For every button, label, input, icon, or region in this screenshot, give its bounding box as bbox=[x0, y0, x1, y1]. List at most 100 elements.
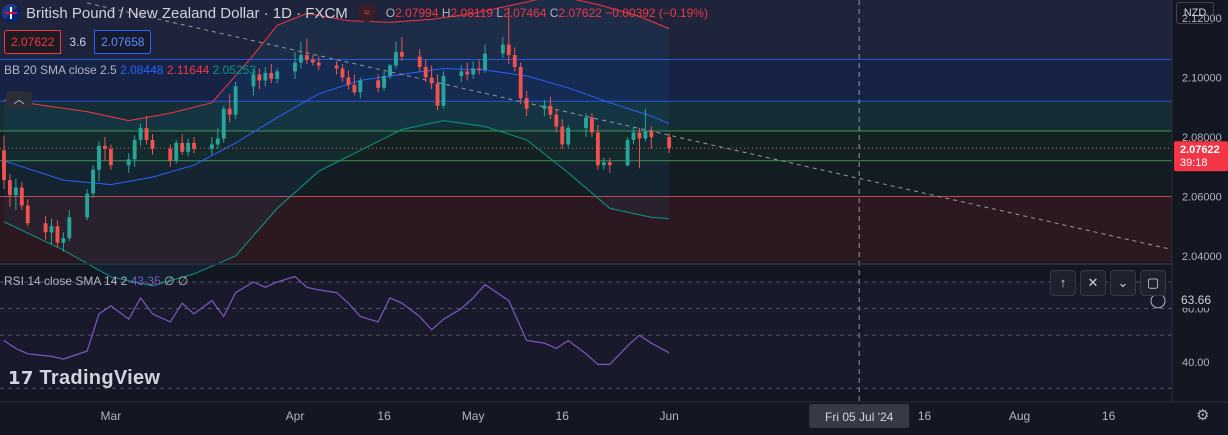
rsi-legend[interactable]: RSI 14 close SMA 14 2 43.35 ∅ ∅ bbox=[4, 274, 188, 288]
candle-body bbox=[275, 71, 280, 79]
trade-box: 2.07622 3.6 2.07658 bbox=[4, 30, 152, 54]
candle-body bbox=[186, 142, 191, 152]
maximize-pane-button[interactable]: ▢ bbox=[1140, 270, 1166, 296]
close-icon: ✕ bbox=[1087, 275, 1099, 290]
candle-body bbox=[304, 55, 309, 60]
header-bar: British Pound / New Zealand Dollar · 1D … bbox=[0, 0, 708, 26]
candle-body bbox=[542, 105, 547, 109]
candle-body bbox=[43, 223, 48, 233]
trendline bbox=[87, 2, 1169, 250]
time-axis-label: 16 bbox=[918, 409, 932, 423]
spread-value: 3.6 bbox=[69, 35, 87, 49]
rsi-name: RSI 14 close SMA 14 2 bbox=[4, 274, 128, 288]
rsi-current-bg bbox=[1174, 289, 1228, 308]
candle-body bbox=[376, 80, 381, 88]
price-axis-label: 2.10000 bbox=[1182, 72, 1222, 84]
candle-body bbox=[358, 80, 363, 93]
move-pane-up-button[interactable]: ↑ bbox=[1050, 270, 1076, 296]
collapse-pane-button[interactable]: ⌄ bbox=[1110, 270, 1136, 296]
bb-basis-value: 2.08448 bbox=[120, 63, 164, 77]
candle-body bbox=[518, 66, 523, 99]
candle-body bbox=[429, 77, 434, 84]
time-axis-label: Aug bbox=[1009, 409, 1030, 423]
candle-body bbox=[299, 55, 303, 63]
currency-selector[interactable]: NZD bbox=[1176, 2, 1214, 24]
candle-body bbox=[524, 98, 529, 109]
candle-body bbox=[465, 71, 470, 75]
collapse-legend-button[interactable]: ︿ bbox=[6, 91, 32, 109]
candle-body bbox=[209, 144, 214, 149]
gbp-nzd-flag-icon bbox=[2, 4, 20, 22]
candle-body bbox=[251, 74, 256, 87]
candle-body bbox=[126, 159, 131, 166]
bb-upper-value: 2.11644 bbox=[166, 63, 210, 77]
candle-body bbox=[8, 180, 12, 196]
candle-body bbox=[512, 55, 517, 67]
candle-body bbox=[293, 62, 297, 72]
candle-body bbox=[310, 59, 315, 63]
candle-body bbox=[215, 138, 220, 145]
candle-body bbox=[138, 128, 143, 140]
candle-body bbox=[174, 142, 179, 161]
buy-button[interactable]: 2.07658 bbox=[94, 30, 152, 54]
candle-body bbox=[180, 142, 185, 152]
candle-body bbox=[61, 238, 66, 243]
bb-lower-value: 2.05253 bbox=[212, 63, 257, 77]
bb-upper-line bbox=[3, 0, 670, 122]
time-axis-label: 16 bbox=[1102, 409, 1116, 423]
candle-body bbox=[637, 132, 642, 139]
zone-band-5 bbox=[0, 196, 1172, 262]
candle-body bbox=[346, 77, 351, 85]
candle-body bbox=[548, 105, 553, 115]
time-axis-bg bbox=[0, 402, 1172, 435]
candle-body bbox=[560, 126, 565, 145]
candle-body bbox=[506, 44, 511, 56]
candle-body bbox=[394, 52, 398, 66]
symbol-title[interactable]: British Pound / New Zealand Dollar · 1D … bbox=[26, 4, 348, 22]
price-axis-label: 2.06000 bbox=[1182, 192, 1222, 204]
candle-body bbox=[227, 108, 232, 115]
candle-body bbox=[399, 52, 404, 57]
candle-body bbox=[631, 132, 636, 140]
settings-gear-icon[interactable]: ⚙ bbox=[1196, 407, 1210, 424]
replay-icon[interactable]: ≈ bbox=[357, 4, 376, 22]
candle-body bbox=[221, 108, 226, 139]
rsi-current-value: 63.66 bbox=[1181, 293, 1211, 307]
candle-body bbox=[477, 68, 482, 70]
price-axis-label: 2.08000 bbox=[1182, 132, 1222, 144]
candle-body bbox=[91, 169, 96, 194]
candle-body bbox=[417, 56, 422, 67]
candle-body bbox=[500, 44, 505, 54]
last-price-value: 2.07622 bbox=[1180, 144, 1220, 156]
candle-body bbox=[19, 187, 24, 206]
candle-body bbox=[607, 162, 612, 166]
zone-band-4 bbox=[0, 160, 1172, 197]
rsi-value: 43.35 bbox=[130, 274, 161, 288]
rsi-line bbox=[3, 275, 670, 365]
bb-legend[interactable]: BB 20 SMA close 2.5 2.08448 2.11644 2.05… bbox=[4, 63, 256, 77]
candle-body bbox=[13, 187, 18, 196]
tradingview-watermark: 𝟭𝟳 TradingView bbox=[8, 367, 161, 389]
last-price-tag bbox=[1174, 141, 1228, 172]
sell-button[interactable]: 2.07622 bbox=[4, 30, 62, 54]
candle-body bbox=[2, 150, 6, 181]
candle-body bbox=[584, 117, 588, 129]
candle-body bbox=[382, 75, 387, 88]
candle-body bbox=[108, 148, 113, 166]
candle-body bbox=[192, 142, 196, 149]
candle-body bbox=[55, 226, 60, 243]
candle-body bbox=[595, 132, 600, 166]
close-pane-button[interactable]: ✕ bbox=[1080, 270, 1106, 296]
candle-body bbox=[667, 137, 672, 149]
candle-body bbox=[554, 114, 559, 127]
rsi-axis-label: 40.00 bbox=[1182, 357, 1210, 369]
time-axis-label: 16 bbox=[556, 409, 570, 423]
candle-body bbox=[423, 66, 428, 78]
crosshair-date-label: Fri 05 Jul '24 bbox=[825, 410, 894, 424]
bb-lower-line bbox=[3, 120, 670, 287]
candle-body bbox=[168, 148, 173, 161]
time-axis-label: 16 bbox=[377, 409, 391, 423]
candle-body bbox=[97, 145, 101, 170]
candle-body bbox=[590, 117, 594, 133]
